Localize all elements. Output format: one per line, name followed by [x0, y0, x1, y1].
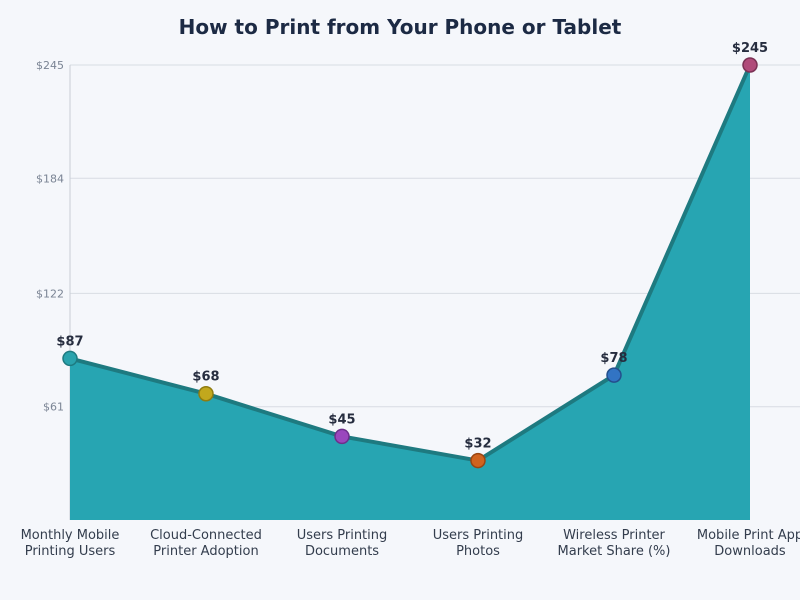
data-points	[62, 57, 758, 469]
data-label: $32	[464, 437, 491, 452]
data-point	[742, 57, 758, 73]
x-tick-label: Users Printing Photos	[433, 528, 524, 559]
data-point	[606, 367, 622, 383]
x-tick-label: Wireless Printer Market Share (%)	[558, 528, 671, 559]
x-tick-label-line: Wireless Printer	[563, 528, 665, 543]
y-tick-label: $122	[36, 287, 64, 300]
x-tick-label: Cloud-Connected Printer Adoption	[150, 528, 262, 559]
x-tick-label-line: Printing Users	[25, 544, 116, 559]
x-axis-ticks: Monthly Mobile Printing Users Cloud-Connec…	[21, 528, 800, 559]
x-tick-label-line: Market Share (%)	[558, 544, 671, 559]
x-tick-label: Monthly Mobile Printing Users	[21, 528, 120, 559]
y-tick-label: $61	[43, 401, 64, 414]
x-tick-label-line: Mobile Print App	[697, 528, 800, 543]
chart-title: How to Print from Your Phone or Tablet	[179, 15, 622, 39]
data-label: $68	[192, 370, 219, 385]
x-tick-label-line: Photos	[456, 544, 500, 559]
data-label: $87	[56, 334, 83, 349]
x-tick-label-line: Documents	[305, 544, 379, 559]
y-tick-label: $245	[36, 59, 64, 72]
x-tick-label-line: Users Printing	[433, 528, 524, 543]
y-tick-label: $184	[36, 172, 64, 185]
data-label: $245	[732, 41, 768, 56]
x-tick-label: Users Printing Documents	[297, 528, 388, 559]
data-labels: $87 $68 $45 $32 $78 $245	[56, 41, 768, 452]
area-series	[70, 65, 750, 520]
data-label: $78	[600, 351, 627, 366]
data-point	[198, 385, 214, 402]
x-tick-label-line: Users Printing	[297, 528, 388, 543]
x-tick-label-line: Downloads	[714, 544, 786, 559]
x-tick-label-line: Cloud-Connected	[150, 528, 262, 543]
data-point	[62, 350, 78, 367]
data-point	[334, 428, 350, 445]
data-label: $45	[328, 412, 355, 427]
data-point	[470, 452, 486, 469]
series-line	[69, 64, 752, 463]
y-axis-ticks: $61 $122 $184 $245	[36, 59, 64, 414]
x-tick-label-line: Monthly Mobile	[21, 528, 120, 543]
x-tick-label: Mobile Print App Downloads	[697, 528, 800, 559]
x-tick-label-line: Printer Adoption	[153, 544, 258, 559]
